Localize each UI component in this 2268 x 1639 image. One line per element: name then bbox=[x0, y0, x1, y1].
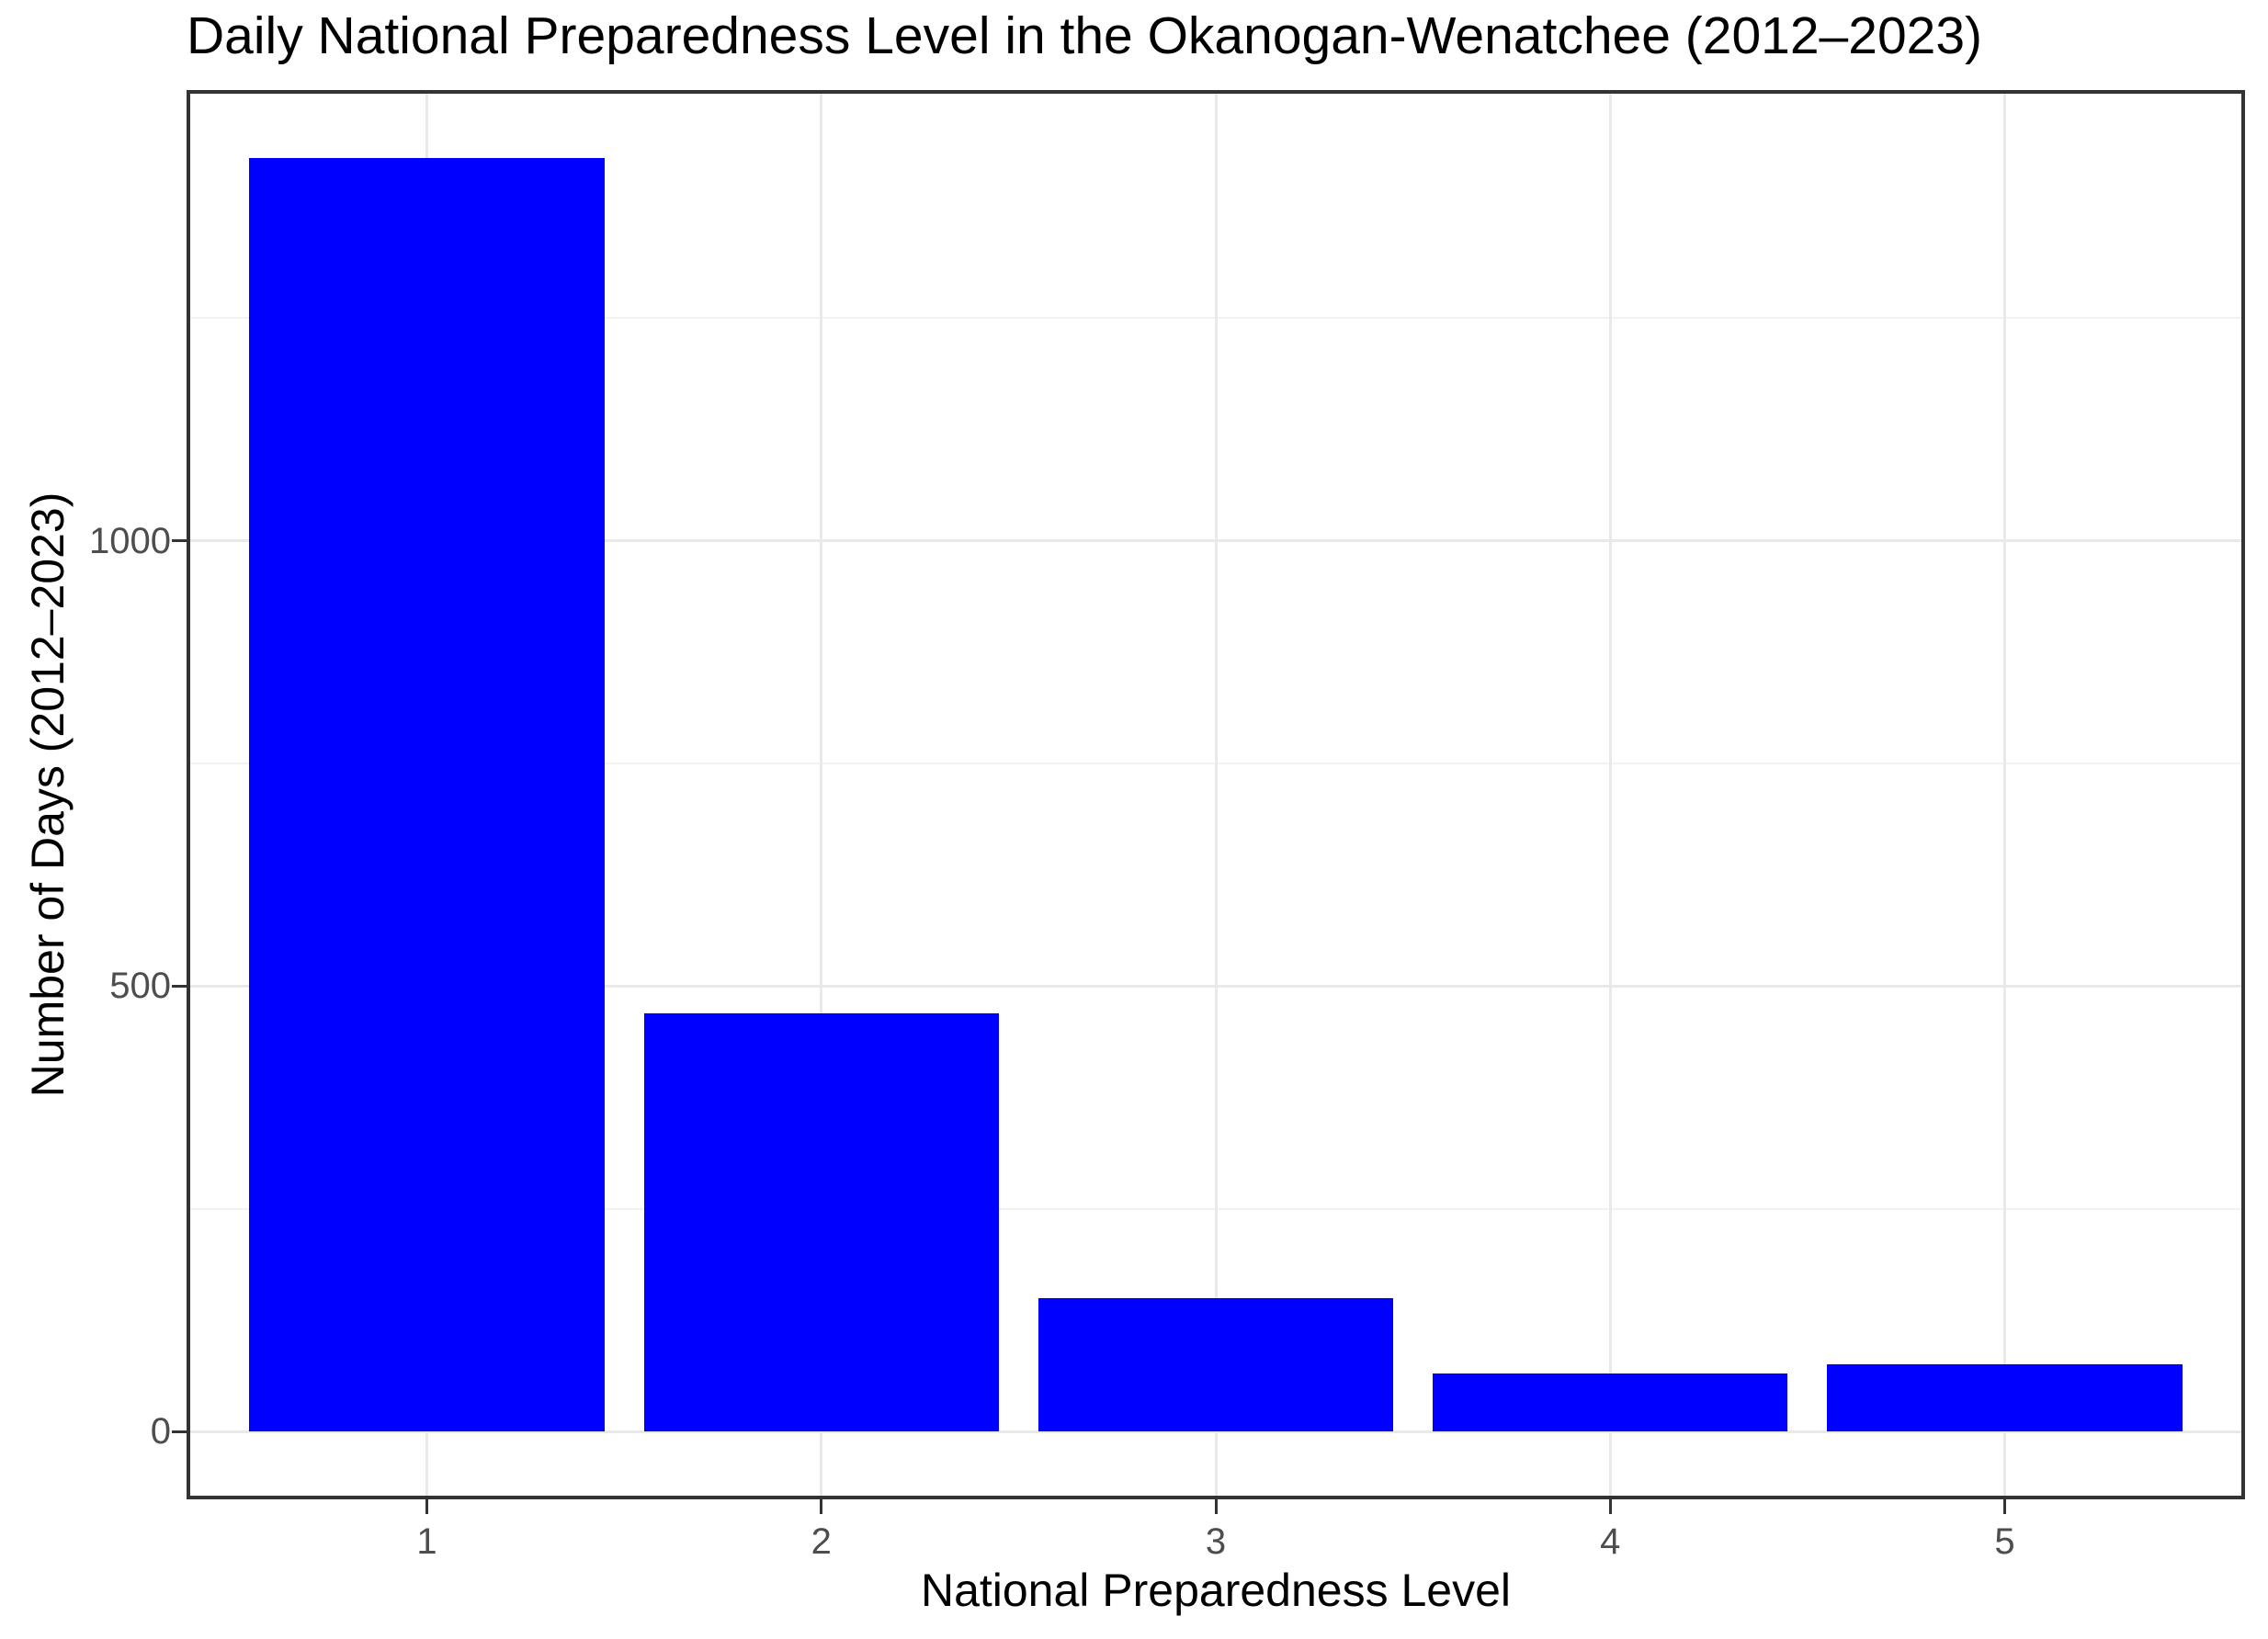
x-axis-tick bbox=[1214, 1499, 1218, 1514]
y-tick-label: 0 bbox=[150, 1411, 171, 1452]
x-tick-label: 5 bbox=[1994, 1521, 2015, 1562]
bar-level-4 bbox=[1433, 1373, 1788, 1432]
x-tick-label: 3 bbox=[1205, 1521, 1227, 1562]
plot-panel bbox=[187, 90, 2245, 1499]
x-axis-tick bbox=[1608, 1499, 1612, 1514]
major-gridline-vertical bbox=[2002, 94, 2006, 1496]
y-tick-label: 1000 bbox=[89, 520, 171, 561]
x-axis-tick bbox=[2002, 1499, 2006, 1514]
x-axis-title: National Preparedness Level bbox=[920, 1565, 1512, 1616]
chart-title: Daily National Preparedness Level in the… bbox=[187, 6, 1983, 65]
x-tick-label: 1 bbox=[416, 1521, 437, 1562]
bar-level-1 bbox=[249, 157, 605, 1432]
bar-level-3 bbox=[1038, 1297, 1394, 1432]
major-gridline-vertical bbox=[820, 94, 823, 1496]
bar-level-5 bbox=[1827, 1364, 2183, 1432]
y-axis-tick bbox=[172, 984, 187, 988]
x-axis-tick bbox=[820, 1499, 823, 1514]
y-tick-label: 500 bbox=[109, 966, 171, 1007]
y-axis-tick bbox=[172, 1430, 187, 1433]
y-axis-tick bbox=[172, 539, 187, 543]
x-tick-label: 4 bbox=[1600, 1521, 1621, 1562]
major-gridline-vertical bbox=[1214, 94, 1218, 1496]
major-gridline-vertical bbox=[1608, 94, 1612, 1496]
bar-level-2 bbox=[643, 1012, 999, 1432]
x-tick-label: 2 bbox=[811, 1521, 832, 1562]
x-axis-tick bbox=[425, 1499, 429, 1514]
